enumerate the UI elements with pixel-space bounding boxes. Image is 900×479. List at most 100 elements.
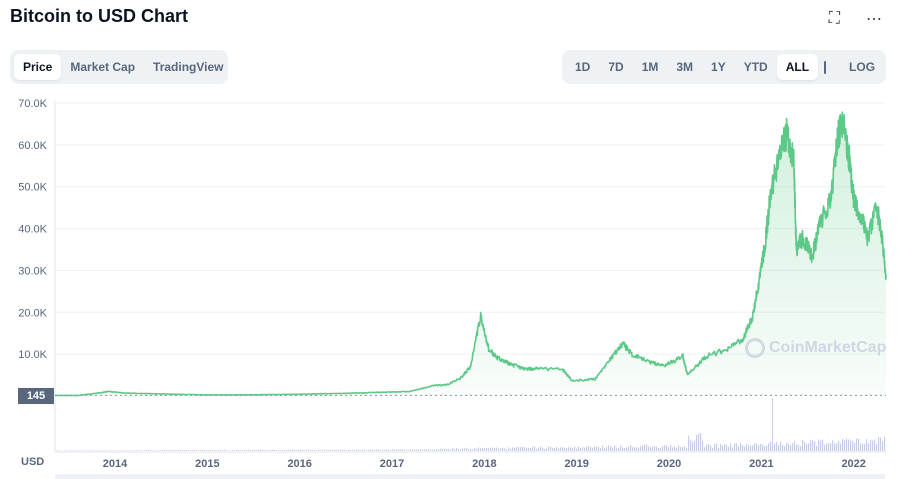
volume-bar: [414, 449, 416, 451]
volume-bar: [728, 446, 730, 451]
volume-bar: [572, 447, 574, 451]
volume-bar: [816, 445, 818, 451]
range-ytd-button[interactable]: YTD: [743, 60, 768, 74]
volume-bar: [354, 450, 356, 451]
calendar-icon[interactable]: [824, 60, 827, 74]
x-tick-label: 2017: [380, 458, 404, 470]
volume-bar: [870, 439, 872, 451]
volume-bar: [640, 446, 642, 451]
volume-bar: [216, 450, 218, 451]
volume-bar: [554, 448, 556, 451]
volume-bar: [470, 448, 472, 451]
tab-market-cap[interactable]: Market Cap: [70, 60, 136, 74]
volume-bar: [748, 445, 750, 451]
volume-bar: [180, 450, 182, 451]
volume-bar: [436, 449, 438, 451]
range-7d-button[interactable]: 7D: [608, 60, 624, 74]
range-1d-button[interactable]: 1D: [575, 60, 591, 74]
volume-bar: [606, 447, 608, 451]
volume-bar: [858, 438, 860, 451]
volume-bar: [218, 449, 220, 451]
range-1m-button[interactable]: 1M: [641, 60, 659, 74]
volume-bar: [224, 449, 226, 451]
volume-bar: [744, 446, 746, 451]
volume-bar: [104, 450, 106, 451]
volume-bar: [762, 444, 764, 451]
volume-bar: [698, 433, 700, 451]
volume-bar: [438, 449, 440, 451]
volume-bar: [136, 450, 138, 451]
volume-bar: [676, 447, 678, 451]
y-tick-label: 40.0K: [18, 224, 47, 236]
volume-bar: [78, 450, 80, 451]
x-tick-label: 2014: [103, 458, 128, 470]
page-title: Bitcoin to USD Chart: [10, 6, 188, 26]
volume-bar: [404, 449, 406, 451]
volume-bar: [548, 446, 550, 451]
volume-bar: [504, 448, 506, 451]
volume-bar: [454, 449, 456, 451]
volume-bar: [724, 444, 726, 451]
volume-bar: [584, 447, 586, 451]
volume-bar: [306, 449, 308, 451]
volume-bar: [544, 448, 546, 451]
volume-bar: [482, 447, 484, 451]
volume-bar: [480, 448, 482, 451]
volume-bar: [638, 447, 640, 451]
volume-bar: [266, 450, 268, 451]
volume-bar: [626, 447, 628, 451]
volume-bars: [56, 432, 886, 451]
volume-bar: [372, 449, 374, 451]
range-3m-button[interactable]: 3M: [676, 60, 694, 74]
volume-bar: [416, 449, 418, 451]
log-scale-button[interactable]: LOG: [849, 60, 876, 74]
volume-bar: [344, 449, 346, 451]
volume-bar: [542, 447, 544, 451]
time-scrollbar[interactable]: [55, 474, 885, 479]
volume-bar: [796, 444, 798, 451]
volume-bar: [432, 449, 434, 451]
volume-bar: [512, 447, 514, 451]
volume-bar: [118, 450, 120, 451]
volume-bar: [170, 450, 172, 451]
volume-bar: [612, 447, 614, 451]
volume-bar: [134, 450, 136, 451]
volume-bar: [150, 450, 152, 451]
volume-bar: [608, 445, 610, 451]
volume-bar: [692, 441, 694, 451]
volume-bar: [260, 449, 262, 451]
volume-bar: [828, 443, 830, 451]
volume-bar: [448, 449, 450, 451]
volume-bar: [764, 445, 766, 451]
volume-bar: [302, 449, 304, 451]
x-tick-label: 2015: [195, 458, 219, 470]
volume-bar: [176, 450, 178, 451]
volume-bar: [298, 449, 300, 451]
more-icon[interactable]: ⋯: [866, 11, 882, 28]
volume-bar: [334, 449, 336, 451]
range-1y-button[interactable]: 1Y: [711, 60, 726, 74]
tab-tradingview[interactable]: TradingView: [153, 60, 224, 74]
chart-type-tabs: Price Market Cap TradingView: [10, 50, 228, 84]
volume-bar: [516, 447, 518, 451]
volume-bar: [574, 446, 576, 451]
volume-bar: [386, 449, 388, 451]
volume-bar: [288, 449, 290, 451]
volume-bar: [674, 445, 676, 451]
tab-price[interactable]: Price: [14, 54, 62, 80]
range-all-button[interactable]: ALL: [776, 54, 819, 80]
volume-bar: [286, 450, 288, 451]
expand-icon[interactable]: ⛶: [828, 10, 840, 27]
volume-bar: [730, 443, 732, 451]
volume-bar: [806, 444, 808, 451]
volume-bar: [342, 449, 344, 451]
volume-bar: [452, 447, 454, 451]
volume-bar: [332, 449, 334, 451]
volume-bar: [158, 450, 160, 451]
volume-bar: [56, 450, 58, 451]
volume-bar: [518, 446, 520, 451]
volume-bar: [350, 449, 352, 451]
volume-bar: [884, 436, 886, 451]
volume-bar: [596, 447, 598, 451]
header-actions: ⛶ ⋯: [829, 9, 882, 29]
